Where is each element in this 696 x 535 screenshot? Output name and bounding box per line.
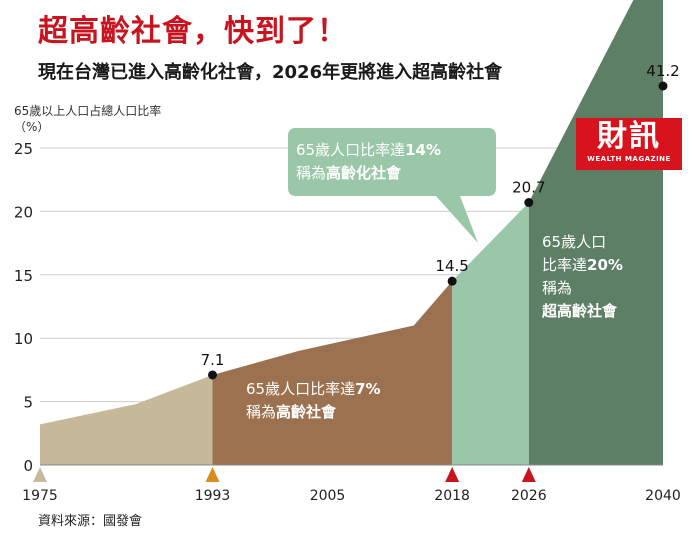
x-tick-label-2018: 2018	[434, 488, 470, 504]
x-tick-label-1993: 1993	[195, 488, 231, 504]
y-tick-label-25: 25	[14, 140, 33, 158]
y-tick-label-0: 0	[23, 457, 33, 475]
point-2018	[447, 276, 457, 286]
point-label-2040: 41.2	[646, 62, 679, 80]
callout-bubble	[288, 128, 496, 243]
x-tick-label-2005: 2005	[310, 488, 346, 504]
area-segment-0	[40, 374, 213, 465]
page-subtitle: 現在台灣已進入高齡化社會，2026年更將進入超高齡社會	[38, 62, 503, 83]
x-tick-label-1975: 1975	[22, 488, 58, 504]
annotation-14pct: 65歲人口比率達14%稱為高齡化社會	[296, 141, 441, 182]
point-label-2026: 20.7	[512, 179, 545, 197]
y-axis-label: 65歲以上人口占總人口比率	[14, 104, 162, 118]
area-segment-2	[452, 202, 529, 466]
annotation-7pct: 65歲人口比率達7%稱為高齡社會	[246, 380, 381, 421]
data-source: 資料來源：國發會	[38, 514, 143, 529]
page-title: 超高齡社會，快到了！	[38, 14, 348, 49]
y-tick-label-5: 5	[23, 394, 33, 412]
logo-sub-text: WEALTH MAGAZINE	[587, 155, 671, 163]
x-marker-1993	[205, 467, 220, 482]
point-label-1993: 7.1	[201, 351, 225, 369]
y-tick-label-20: 20	[14, 203, 33, 221]
point-label-2018: 14.5	[435, 257, 468, 275]
area-segment-1	[212, 281, 453, 465]
point-2026	[524, 198, 534, 208]
logo-main-text: 財訊	[597, 119, 661, 154]
area-segment-3	[528, 0, 663, 465]
wealth-magazine-logo: 財訊 WEALTH MAGAZINE	[576, 118, 682, 170]
point-1993	[208, 370, 218, 380]
x-marker-1975	[33, 467, 47, 482]
annotation-20pct: 65歲人口比率達20%稱為超高齡社會	[541, 233, 623, 320]
y-axis-unit: （%）	[14, 120, 50, 134]
point-2040	[658, 81, 668, 91]
y-tick-label-10: 10	[14, 330, 33, 348]
x-marker-2018	[445, 467, 460, 482]
y-tick-label-15: 15	[14, 267, 33, 285]
x-tick-label-2040: 2040	[645, 488, 681, 504]
x-marker-2026	[521, 467, 536, 482]
x-tick-label-2026: 2026	[511, 488, 547, 504]
